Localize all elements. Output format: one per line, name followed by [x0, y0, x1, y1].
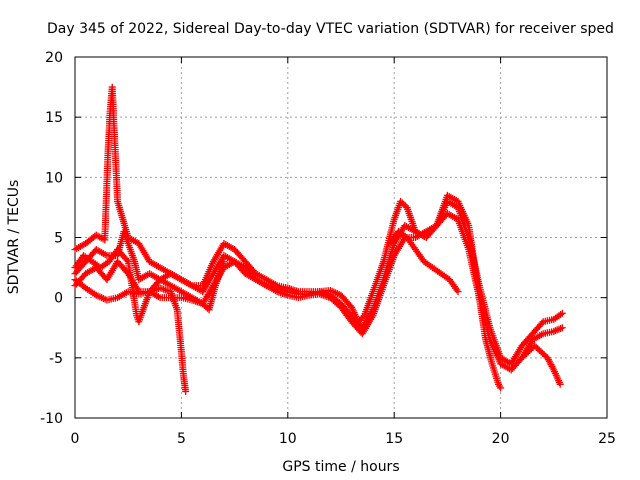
- y-tick-label: 0: [54, 291, 63, 307]
- data-point: [519, 352, 527, 360]
- data-point: [524, 348, 532, 356]
- data-point: [401, 202, 409, 210]
- satellite-track-5: [71, 276, 190, 396]
- data-point: [532, 343, 540, 351]
- y-tick-labels: -10 -5 0 5 10 15 20: [40, 50, 63, 427]
- x-axis-label: GPS time / hours: [282, 459, 399, 475]
- data-point: [454, 288, 462, 296]
- data-point: [397, 197, 405, 205]
- satellite-track-6: [386, 227, 462, 296]
- data-point: [521, 351, 529, 359]
- data-point: [526, 346, 534, 354]
- data-point: [123, 256, 131, 264]
- satellite-track-7: [518, 342, 564, 388]
- data-point: [202, 303, 210, 311]
- data-point: [200, 301, 208, 309]
- x-tick-labels: 0 5 10 15 20 25: [71, 431, 616, 447]
- data-point: [539, 349, 547, 357]
- data-point: [497, 384, 505, 392]
- y-tick-label: -10: [40, 411, 63, 427]
- grid-lines: [75, 57, 607, 418]
- y-tick-label: 5: [54, 231, 63, 247]
- x-tick-label: 0: [71, 431, 80, 447]
- data-point: [359, 313, 367, 321]
- y-tick-label: -5: [49, 351, 63, 367]
- x-tick-label: 10: [279, 431, 297, 447]
- y-tick-label: 10: [45, 170, 63, 186]
- data-point: [199, 300, 207, 308]
- data-point: [556, 380, 564, 388]
- data-point: [220, 258, 228, 266]
- data-point: [537, 348, 545, 356]
- data-point: [534, 345, 542, 353]
- x-tick-label: 15: [385, 431, 403, 447]
- data-point: [523, 349, 531, 357]
- data-point: [558, 324, 566, 332]
- data-point: [182, 388, 190, 396]
- y-tick-label: 15: [45, 110, 63, 126]
- x-tick-label: 20: [492, 431, 510, 447]
- data-point: [558, 309, 566, 317]
- chart-title: Day 345 of 2022, Sidereal Day-to-day VTE…: [47, 21, 614, 37]
- axis-ticks: [74, 56, 608, 419]
- x-tick-label: 25: [598, 431, 616, 447]
- data-point: [535, 346, 543, 354]
- data-point: [540, 351, 548, 359]
- data-point: [527, 345, 535, 353]
- x-tick-label: 5: [177, 431, 186, 447]
- data-point: [357, 315, 365, 323]
- data-series: [71, 83, 566, 396]
- data-point: [398, 199, 406, 207]
- data-point: [518, 354, 526, 362]
- data-point: [531, 342, 539, 350]
- y-axis-label: SDTVAR / TECUs: [6, 180, 22, 295]
- data-point: [400, 200, 408, 208]
- y-tick-label: 20: [45, 50, 63, 66]
